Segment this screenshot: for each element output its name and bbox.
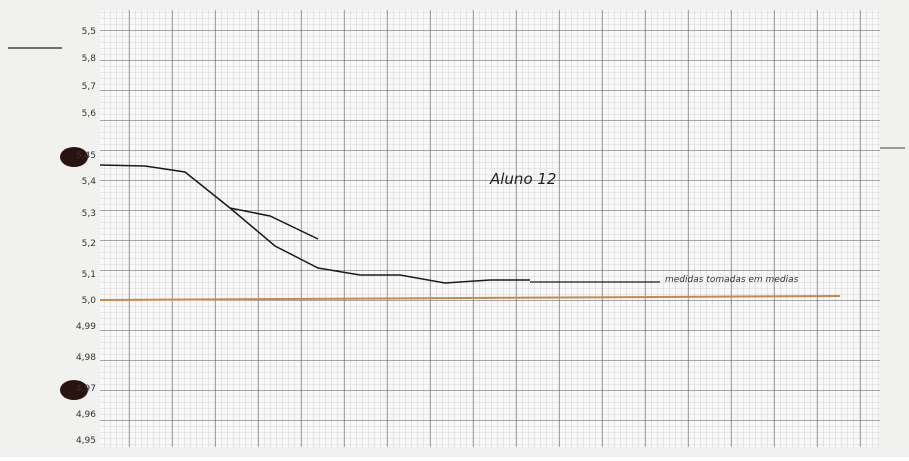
axis-label: 4,97 <box>76 384 96 394</box>
title: Aluno 12 <box>489 170 556 188</box>
axis-label: 4,99 <box>76 322 96 332</box>
photo: 5,5 5,8 5,7 5,6 5,45 5,4 5,3 5,2 5,1 5,0 4,99 4,98 4… <box>0 0 909 457</box>
axis-label: 5,1 <box>82 270 96 280</box>
axis-label: 5,7 <box>82 82 96 92</box>
axis-label: 5,3 <box>82 209 96 219</box>
axis-label: 5,0 <box>82 296 97 306</box>
axis-label: 5,6 <box>82 109 97 119</box>
axis-label: 5,8 <box>82 54 97 64</box>
note: medidas tomadas em medias <box>665 275 799 285</box>
axis-label: 5,4 <box>82 177 97 187</box>
axis-label: 4,98 <box>76 353 96 363</box>
axis-label: 4,96 <box>76 410 96 420</box>
axis-label: 5,5 <box>82 27 96 37</box>
axis-label: 5,45 <box>76 151 96 161</box>
axis-label: 4,95 <box>76 436 96 446</box>
grid <box>100 10 880 447</box>
axis-label: 5,2 <box>82 239 96 249</box>
